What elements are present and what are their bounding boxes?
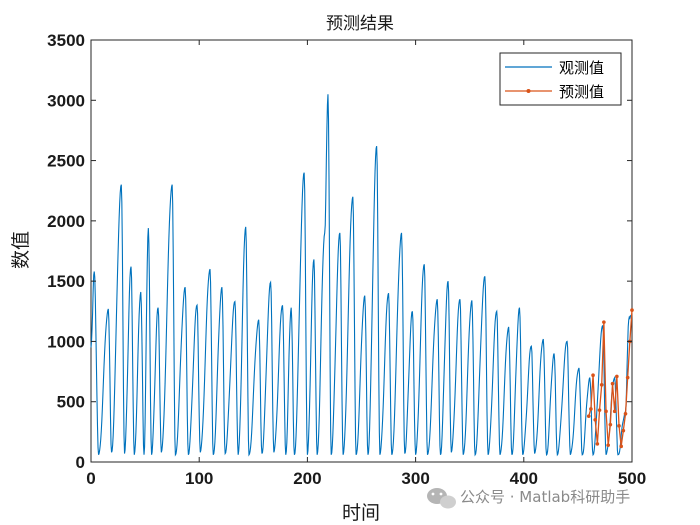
x-tick-label: 100 (185, 469, 213, 488)
series-line-observed (90, 94, 632, 457)
watermark: 公众号 · Matlab科研助手 (427, 488, 630, 509)
predicted-point (630, 308, 634, 312)
predicted-point (617, 424, 621, 428)
chart-title: 预测结果 (326, 14, 394, 34)
legend-box (499, 52, 622, 106)
x-tick-label: 0 (86, 469, 95, 488)
plot-frame (90, 39, 633, 463)
y-tick-label: 0 (76, 453, 85, 472)
y-tick-label: 500 (57, 393, 85, 412)
predicted-point (595, 442, 600, 446)
x-axis-ticks: 0 100 200 300 400 500 (86, 40, 646, 488)
predicted-point (597, 408, 602, 412)
x-tick-label: 400 (510, 469, 538, 488)
y-tick-label: 2000 (47, 212, 85, 231)
legend-label-predicted: 预测值 (559, 83, 604, 101)
predicted-point (615, 374, 619, 379)
predicted-point (619, 444, 623, 449)
predicted-point (625, 375, 630, 380)
wechat-icon (427, 488, 456, 509)
y-tick-label: 1500 (47, 272, 85, 291)
predicted-point (608, 422, 613, 427)
predicted-point (623, 411, 628, 416)
legend-marker-predicted (526, 89, 531, 93)
predicted-point (602, 320, 606, 324)
predicted-point (621, 428, 626, 433)
x-axis-title: 时间 (342, 502, 380, 524)
series-layer (90, 94, 634, 457)
legend: 观测值 预测值 (499, 52, 622, 106)
legend-label-observed: 观测值 (559, 59, 604, 77)
y-tick-label: 3000 (47, 91, 85, 110)
y-axis-title: 数值 (10, 231, 32, 269)
predicted-point (599, 383, 604, 387)
y-tick-label: 2500 (47, 152, 85, 171)
watermark-text: 公众号 · Matlab科研助手 (460, 488, 630, 506)
predicted-point (586, 414, 591, 418)
x-tick-label: 300 (401, 469, 429, 488)
predicted-point (612, 409, 617, 414)
predicted-point (593, 418, 598, 422)
predicted-point (606, 443, 610, 447)
x-tick-label: 500 (618, 469, 646, 488)
y-tick-label: 3500 (47, 31, 85, 50)
predicted-point (591, 373, 595, 377)
x-tick-label: 200 (293, 469, 321, 488)
y-tick-label: 1000 (47, 332, 85, 351)
predicted-point (610, 381, 615, 386)
predicted-point (589, 407, 593, 411)
y-axis-ticks: 0 500 1000 1500 2000 2500 3000 3500 (47, 31, 632, 472)
predicted-point (604, 409, 608, 414)
plot-area: 0 100 200 300 400 500 0 500 1000 1500 2000 2500 300… (47, 31, 646, 488)
